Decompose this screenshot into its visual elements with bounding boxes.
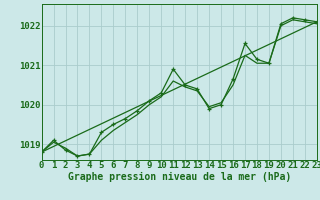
X-axis label: Graphe pression niveau de la mer (hPa): Graphe pression niveau de la mer (hPa) bbox=[68, 172, 291, 182]
